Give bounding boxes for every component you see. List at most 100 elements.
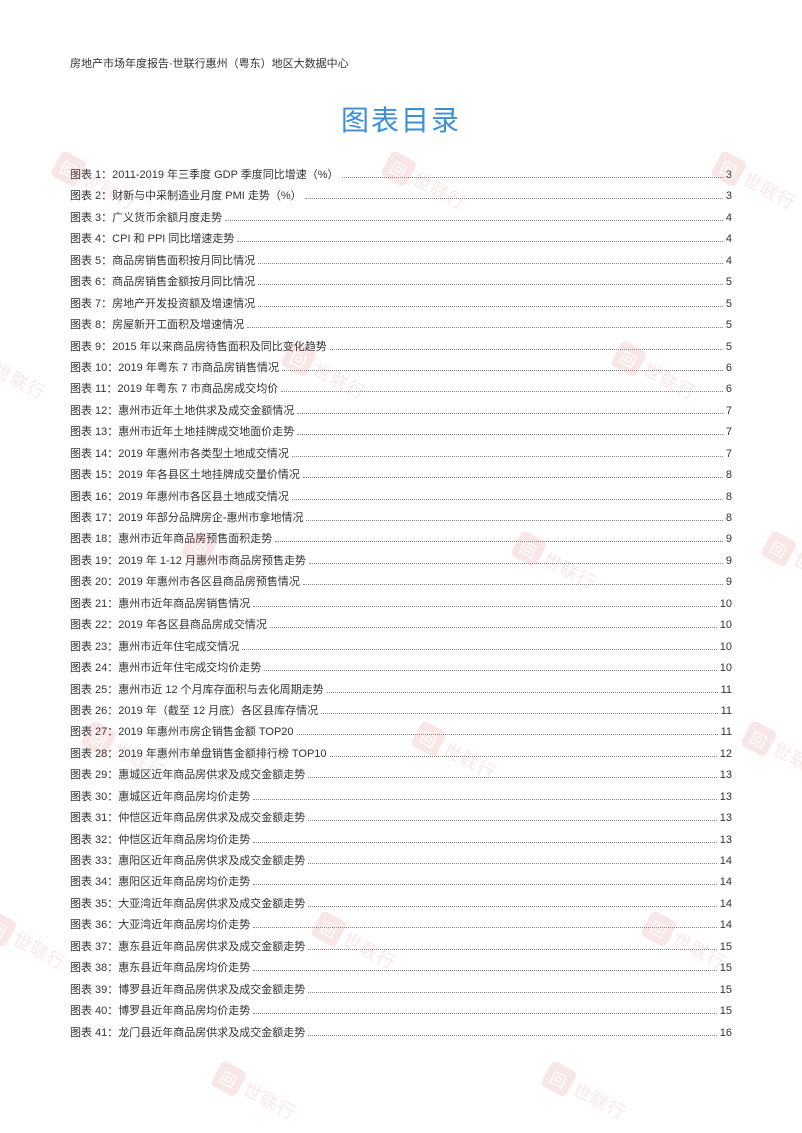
toc-leader-dots	[253, 799, 716, 800]
toc-label: 图表 33：惠阳区近年商品房供求及成交金额走势	[70, 851, 305, 872]
toc-entry[interactable]: 图表 36：大亚湾近年商品房均价走势14	[70, 915, 732, 936]
toc-label: 图表 4：CPI 和 PPI 同比增速走势	[70, 229, 234, 250]
toc-page-number: 5	[726, 315, 732, 336]
toc-label: 图表 18：惠州市近年商品房预售面积走势	[70, 529, 272, 550]
toc-entry[interactable]: 图表 18：惠州市近年商品房预售面积走势 9	[70, 529, 732, 550]
toc-label: 图表 28：2019 年惠州市单盘销售金额排行榜 TOP10	[70, 744, 327, 765]
toc-leader-dots	[330, 349, 723, 350]
toc-label: 图表 27：2019 年惠州市房企销售金额 TOP20	[70, 722, 294, 743]
toc-entry[interactable]: 图表 14：2019 年惠州市各类型土地成交情况7	[70, 444, 732, 465]
toc-entry[interactable]: 图表 13：惠州市近年土地挂牌成交地面价走势7	[70, 422, 732, 443]
toc-page-number: 7	[726, 422, 732, 443]
toc-entry[interactable]: 图表 6：商品房销售金额按月同比情况5	[70, 272, 732, 293]
toc-entry[interactable]: 图表 11：2019 年粤东 7 市商品房成交均价 6	[70, 379, 732, 400]
toc-leader-dots	[308, 992, 716, 993]
toc-leader-dots	[308, 949, 716, 950]
toc-page-number: 13	[720, 765, 732, 786]
toc-leader-dots	[308, 820, 716, 821]
toc-label: 图表 26：2019 年（截至 12 月底）各区县库存情况	[70, 701, 318, 722]
toc-label: 图表 11：2019 年粤东 7 市商品房成交均价	[70, 379, 278, 400]
toc-entry[interactable]: 图表 5：商品房销售面积按月同比情况4	[70, 251, 732, 272]
toc-leader-dots	[308, 863, 716, 864]
toc-page-number: 10	[720, 637, 732, 658]
toc-leader-dots	[264, 670, 716, 671]
toc-entry[interactable]: 图表 40：博罗县近年商品房均价走势15	[70, 1001, 732, 1022]
toc-page-number: 14	[720, 851, 732, 872]
toc-entry[interactable]: 图表 15：2019 年各县区土地挂牌成交量价情况8	[70, 465, 732, 486]
toc-entry[interactable]: 图表 19：2019 年 1-12 月惠州市商品房预售走势9	[70, 551, 732, 572]
toc-entry[interactable]: 图表 1：2011-2019 年三季度 GDP 季度同比增速（%）3	[70, 165, 732, 186]
toc-label: 图表 36：大亚湾近年商品房均价走势	[70, 915, 250, 936]
toc-leader-dots	[330, 756, 717, 757]
toc-page-number: 8	[726, 465, 732, 486]
toc-entry[interactable]: 图表 12：惠州市近年土地供求及成交金额情况7	[70, 401, 732, 422]
toc-entry[interactable]: 图表 4：CPI 和 PPI 同比增速走势 4	[70, 229, 732, 250]
toc-label: 图表 17：2019 年部分品牌房企-惠州市拿地情况	[70, 508, 303, 529]
toc-entry[interactable]: 图表 31：仲恺区近年商品房供求及成交金额走势13	[70, 808, 732, 829]
toc-label: 图表 19：2019 年 1-12 月惠州市商品房预售走势	[70, 551, 306, 572]
toc-entry[interactable]: 图表 29：惠城区近年商品房供求及成交金额走势13	[70, 765, 732, 786]
toc-leader-dots	[242, 649, 716, 650]
toc-entry[interactable]: 图表 25：惠州市近 12 个月库存面积与去化周期走势11	[70, 680, 732, 701]
toc-label: 图表 10：2019 年粤东 7 市商品房销售情况	[70, 358, 279, 379]
toc-page-number: 4	[726, 229, 732, 250]
toc-leader-dots	[253, 970, 716, 971]
toc-label: 图表 35：大亚湾近年商品房供求及成交金额走势	[70, 894, 305, 915]
toc-entry[interactable]: 图表 3：广义货币余额月度走势4	[70, 208, 732, 229]
toc-entry[interactable]: 图表 21：惠州市近年商品房销售情况10	[70, 594, 732, 615]
toc-entry[interactable]: 图表 33：惠阳区近年商品房供求及成交金额走势 14	[70, 851, 732, 872]
toc-leader-dots	[275, 541, 723, 542]
toc-entry[interactable]: 图表 32：仲恺区近年商品房均价走势13	[70, 830, 732, 851]
watermark-text: 世联行	[239, 1076, 302, 1126]
toc-label: 图表 2：财新与中采制造业月度 PMI 走势（%）	[70, 186, 302, 207]
toc-entry[interactable]: 图表 23：惠州市近年住宅成交情况10	[70, 637, 732, 658]
toc-page-number: 15	[720, 958, 732, 979]
toc-entry[interactable]: 图表 20：2019 年惠州市各区县商品房预售情况9	[70, 572, 732, 593]
toc-label: 图表 25：惠州市近 12 个月库存面积与去化周期走势	[70, 680, 324, 701]
toc-entry[interactable]: 图表 10：2019 年粤东 7 市商品房销售情况6	[70, 358, 732, 379]
toc-page-number: 10	[720, 615, 732, 636]
toc-entry[interactable]: 图表 17：2019 年部分品牌房企-惠州市拿地情况8	[70, 508, 732, 529]
toc-entry[interactable]: 图表 22：2019 年各区县商品房成交情况10	[70, 615, 732, 636]
toc-page-number: 11	[721, 701, 732, 722]
toc-entry[interactable]: 图表 28：2019 年惠州市单盘销售金额排行榜 TOP1012	[70, 744, 732, 765]
toc-label: 图表 5：商品房销售面积按月同比情况	[70, 251, 255, 272]
toc-page-number: 5	[726, 272, 732, 293]
toc-entry[interactable]: 图表 27：2019 年惠州市房企销售金额 TOP2011	[70, 722, 732, 743]
toc-entry[interactable]: 图表 39：博罗县近年商品房供求及成交金额走势15	[70, 980, 732, 1001]
toc-leader-dots	[306, 520, 722, 521]
toc-entry[interactable]: 图表 30：惠城区近年商品房均价走势 13	[70, 787, 732, 808]
toc-label: 图表 7：房地产开发投资额及增速情况	[70, 294, 255, 315]
toc-leader-dots	[225, 220, 723, 221]
toc-entry[interactable]: 图表 34：惠阳区近年商品房均价走势14	[70, 872, 732, 893]
toc-page-number: 9	[726, 529, 732, 550]
toc-entry[interactable]: 图表 2：财新与中采制造业月度 PMI 走势（%）3	[70, 186, 732, 207]
toc-leader-dots	[282, 370, 723, 371]
toc-label: 图表 30：惠城区近年商品房均价走势	[70, 787, 250, 808]
watermark-icon: 回	[740, 720, 778, 758]
toc-entry[interactable]: 图表 16：2019 年惠州市各区县土地成交情况8	[70, 487, 732, 508]
watermark: 回世联行	[758, 526, 802, 609]
toc-entry[interactable]: 图表 24：惠州市近年住宅成交均价走势 10	[70, 658, 732, 679]
toc-page-number: 15	[720, 937, 732, 958]
toc-entry[interactable]: 图表 8：房屋新开工面积及增速情况 5	[70, 315, 732, 336]
document-page: 房地产市场年度报告·世联行惠州（粤东）地区大数据中心 图表目录 图表 1：201…	[0, 0, 802, 1133]
toc-page-number: 10	[720, 658, 732, 679]
toc-entry[interactable]: 图表 37：惠东县近年商品房供求及成交金额走势15	[70, 937, 732, 958]
toc-page-number: 6	[726, 379, 732, 400]
toc-entry[interactable]: 图表 26：2019 年（截至 12 月底）各区县库存情况 11	[70, 701, 732, 722]
page-header: 房地产市场年度报告·世联行惠州（粤东）地区大数据中心	[70, 55, 732, 71]
watermark-text: 世联行	[9, 926, 72, 976]
toc-leader-dots	[253, 927, 716, 928]
toc-leader-dots	[253, 884, 716, 885]
toc-page-number: 13	[720, 787, 732, 808]
toc-entry[interactable]: 图表 9：2015 年以来商品房待售面积及同比变化趋势5	[70, 337, 732, 358]
toc-label: 图表 8：房屋新开工面积及增速情况	[70, 315, 244, 336]
toc-leader-dots	[305, 198, 723, 199]
toc-entry[interactable]: 图表 7：房地产开发投资额及增速情况5	[70, 294, 732, 315]
toc-label: 图表 24：惠州市近年住宅成交均价走势	[70, 658, 261, 679]
toc-entry[interactable]: 图表 35：大亚湾近年商品房供求及成交金额走势14	[70, 894, 732, 915]
toc-entry[interactable]: 图表 38：惠东县近年商品房均价走势15	[70, 958, 732, 979]
toc-leader-dots	[327, 692, 718, 693]
toc-entry[interactable]: 图表 41：龙门县近年商品房供求及成交金额走势16	[70, 1023, 732, 1044]
